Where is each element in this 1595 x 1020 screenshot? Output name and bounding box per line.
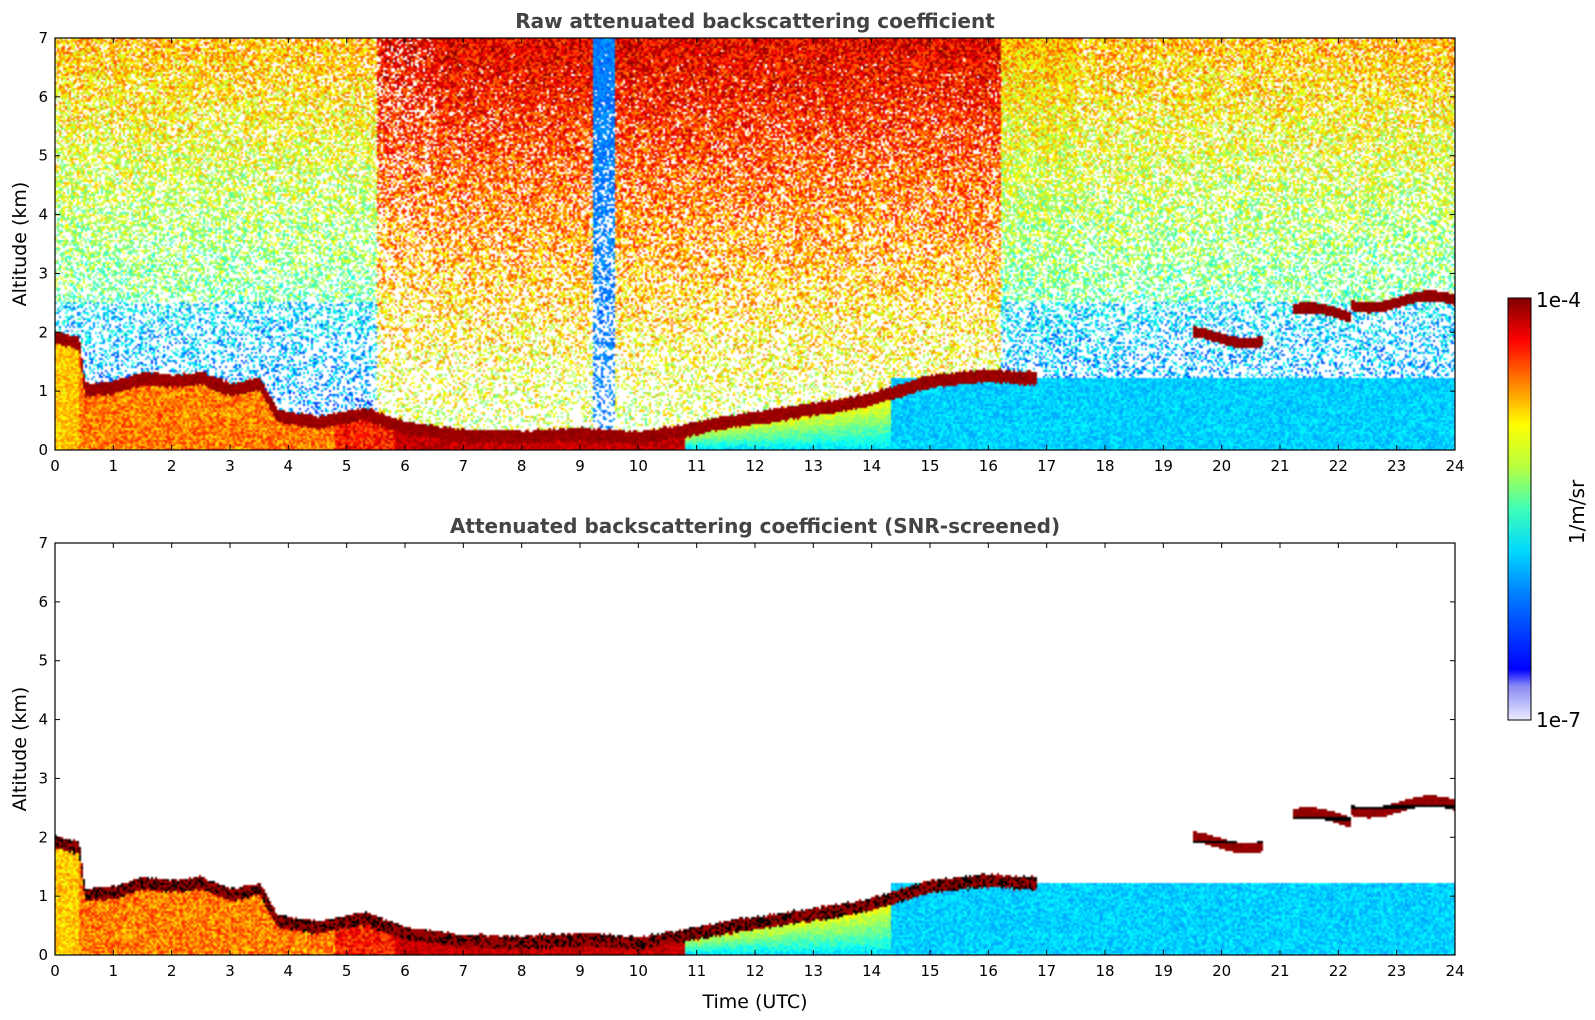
x-tick-label: 6 bbox=[400, 962, 410, 980]
colorbar-min-label: 1e-7 bbox=[1536, 708, 1581, 732]
x-tick-label: 1 bbox=[109, 457, 119, 475]
x-tick-label: 19 bbox=[1154, 457, 1173, 475]
x-tick-label: 9 bbox=[575, 457, 585, 475]
y-tick-label: 6 bbox=[38, 593, 48, 611]
y-tick-label: 6 bbox=[38, 88, 48, 106]
x-tick-label: 16 bbox=[979, 962, 998, 980]
x-tick-label: 24 bbox=[1445, 962, 1464, 980]
x-tick-label: 5 bbox=[342, 457, 352, 475]
x-tick-label: 17 bbox=[1037, 962, 1056, 980]
x-tick-label: 11 bbox=[687, 457, 706, 475]
panel-title: Raw attenuated backscattering coefficien… bbox=[515, 9, 995, 33]
x-tick-label: 17 bbox=[1037, 457, 1056, 475]
x-tick-label: 15 bbox=[920, 962, 939, 980]
x-tick-label: 16 bbox=[979, 457, 998, 475]
x-tick-label: 9 bbox=[575, 962, 585, 980]
panel-screened: Attenuated backscattering coefficient (S… bbox=[9, 514, 1465, 1013]
panel-raw: Raw attenuated backscattering coefficien… bbox=[9, 9, 1465, 475]
x-tick-label: 24 bbox=[1445, 457, 1464, 475]
x-tick-label: 12 bbox=[745, 457, 764, 475]
y-tick-label: 5 bbox=[38, 147, 48, 165]
x-tick-label: 7 bbox=[459, 962, 469, 980]
x-tick-label: 5 bbox=[342, 962, 352, 980]
y-axis-label: Altitude (km) bbox=[9, 687, 31, 812]
x-tick-label: 20 bbox=[1212, 457, 1231, 475]
colorbar-unit-label: 1/m/sr bbox=[1565, 479, 1589, 544]
x-tick-label: 21 bbox=[1270, 457, 1289, 475]
y-tick-label: 4 bbox=[38, 206, 48, 224]
y-tick-label: 7 bbox=[38, 29, 48, 47]
x-tick-label: 15 bbox=[920, 457, 939, 475]
x-tick-label: 13 bbox=[804, 962, 823, 980]
y-tick-label: 2 bbox=[38, 828, 48, 846]
colorbar-gradient bbox=[1507, 297, 1532, 721]
x-tick-label: 20 bbox=[1212, 962, 1231, 980]
x-tick-label: 2 bbox=[167, 457, 177, 475]
y-tick-label: 3 bbox=[38, 769, 48, 787]
x-tick-label: 10 bbox=[629, 457, 648, 475]
heatmap-image bbox=[55, 38, 1455, 450]
x-tick-label: 3 bbox=[225, 457, 235, 475]
x-axis-label: Time (UTC) bbox=[701, 991, 807, 1013]
colorbar-max-label: 1e-4 bbox=[1536, 288, 1581, 312]
y-axis-label: Altitude (km) bbox=[9, 182, 31, 307]
x-tick-label: 2 bbox=[167, 962, 177, 980]
x-tick-label: 6 bbox=[400, 457, 410, 475]
x-tick-label: 22 bbox=[1329, 457, 1348, 475]
heatmap-image bbox=[55, 543, 1455, 955]
panel-title: Attenuated backscattering coefficient (S… bbox=[450, 514, 1060, 538]
x-tick-label: 11 bbox=[687, 962, 706, 980]
x-tick-label: 4 bbox=[284, 457, 294, 475]
x-tick-label: 8 bbox=[517, 457, 527, 475]
x-tick-label: 4 bbox=[284, 962, 294, 980]
y-tick-label: 5 bbox=[38, 652, 48, 670]
y-tick-label: 7 bbox=[38, 534, 48, 552]
y-tick-label: 1 bbox=[38, 887, 48, 905]
x-tick-label: 12 bbox=[745, 962, 764, 980]
x-tick-label: 22 bbox=[1329, 962, 1348, 980]
y-tick-label: 4 bbox=[38, 711, 48, 729]
y-tick-label: 2 bbox=[38, 323, 48, 341]
x-tick-label: 14 bbox=[862, 457, 881, 475]
x-tick-label: 14 bbox=[862, 962, 881, 980]
x-tick-label: 18 bbox=[1095, 962, 1114, 980]
x-tick-label: 18 bbox=[1095, 457, 1114, 475]
colorbar: 1e-4 1e-7 1/m/sr bbox=[1507, 288, 1589, 732]
x-tick-label: 3 bbox=[225, 962, 235, 980]
axis-ticks: 0 1 2 3 4 5 6 7 8 9 10 11 12 13 14 15 16 17 18 19 20 21 22 23 24… bbox=[38, 29, 1464, 475]
y-tick-label: 0 bbox=[38, 946, 48, 964]
y-tick-label: 3 bbox=[38, 264, 48, 282]
x-tick-label: 21 bbox=[1270, 962, 1289, 980]
x-tick-label: 23 bbox=[1387, 457, 1406, 475]
x-tick-label: 7 bbox=[459, 457, 469, 475]
y-tick-label: 1 bbox=[38, 382, 48, 400]
x-tick-label: 8 bbox=[517, 962, 527, 980]
x-tick-label: 10 bbox=[629, 962, 648, 980]
x-tick-label: 13 bbox=[804, 457, 823, 475]
x-tick-label: 1 bbox=[109, 962, 119, 980]
x-tick-label: 0 bbox=[50, 962, 60, 980]
axis-ticks: 0 1 2 3 4 5 6 7 8 9 10 11 12 13 14 15 16 17 18 19 20 21 22 23 24… bbox=[38, 534, 1464, 980]
x-tick-label: 19 bbox=[1154, 962, 1173, 980]
y-tick-label: 0 bbox=[38, 441, 48, 459]
x-tick-label: 23 bbox=[1387, 962, 1406, 980]
x-tick-label: 0 bbox=[50, 457, 60, 475]
